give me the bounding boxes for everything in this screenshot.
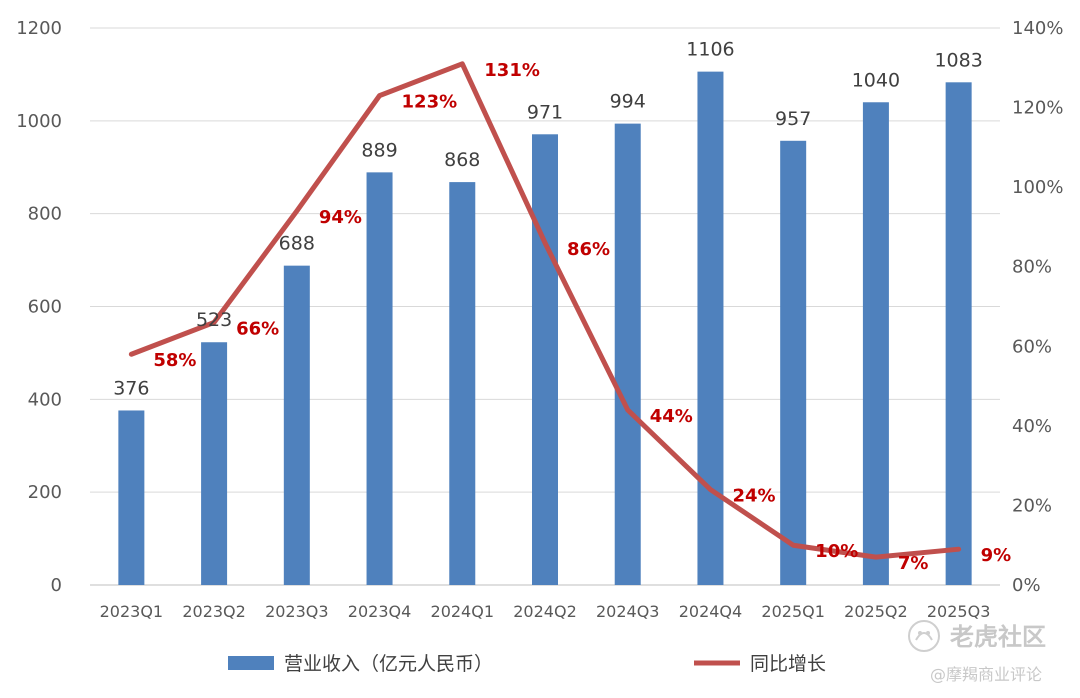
left-axis-tick-label: 200	[28, 482, 62, 503]
revenue-bar-label: 957	[775, 108, 811, 130]
growth-label: 24%	[732, 486, 775, 507]
growth-label: 44%	[650, 406, 693, 427]
revenue-bar-label: 1083	[934, 49, 982, 71]
revenue-bar	[532, 134, 558, 585]
revenue-bar	[201, 342, 228, 585]
category-label: 2025Q3	[927, 602, 991, 621]
left-axis-tick-label: 1200	[16, 18, 62, 39]
revenue-bar	[118, 410, 145, 585]
growth-label: 7%	[898, 553, 929, 574]
category-label: 2023Q4	[348, 602, 412, 621]
revenue-bar	[862, 102, 889, 586]
growth-label: 86%	[567, 239, 610, 260]
legend-line-label: 同比增长	[750, 653, 826, 675]
left-axis-tick-label: 0	[51, 575, 62, 596]
right-axis-tick-label: 140%	[1012, 18, 1063, 39]
revenue-bar-labels: 376 523 688 889 868 971 994 1106 957 1040 1083	[113, 39, 983, 400]
growth-labels: 58% 66% 94% 123% 131% 86% 44% 24% 10% 7% 9%	[153, 60, 1011, 574]
right-axis-tick-label: 120%	[1012, 98, 1063, 119]
category-label: 2024Q2	[513, 602, 577, 621]
revenue-bar-label: 376	[113, 377, 149, 399]
revenue-bar	[366, 172, 393, 585]
category-label: 2023Q2	[182, 602, 246, 621]
right-axis-tick-label: 0%	[1012, 575, 1041, 596]
revenue-bar	[283, 265, 310, 585]
right-axis-tick-label: 40%	[1012, 416, 1052, 437]
watermark-brand: 老虎社区	[950, 623, 1046, 651]
growth-line	[128, 61, 962, 560]
revenue-bar	[780, 140, 807, 586]
left-axis-ticks: 0 200 400 600 800 1000 1200	[16, 18, 62, 596]
legend: 营业收入（亿元人民币） 同比增长	[228, 653, 826, 675]
revenue-bar	[449, 182, 476, 585]
growth-line-path	[128, 61, 962, 560]
revenue-bar	[697, 71, 724, 586]
revenue-bar	[614, 123, 641, 585]
category-label: 2023Q3	[265, 602, 329, 621]
category-label: 2025Q1	[761, 602, 825, 621]
right-axis-ticks: 0% 20% 40% 60% 80% 100% 120% 140%	[1012, 18, 1063, 596]
growth-label: 9%	[981, 545, 1012, 566]
right-axis-tick-label: 60%	[1012, 336, 1052, 357]
right-axis-tick-label: 100%	[1012, 177, 1063, 198]
revenue-bar-label: 971	[527, 101, 563, 123]
revenue-bar-label: 868	[444, 149, 480, 171]
watermark: 老虎社区 @摩羯商业评论	[908, 620, 1046, 684]
legend-bar-label: 营业收入（亿元人民币）	[284, 653, 493, 675]
revenue-bar-label: 523	[196, 309, 232, 331]
right-axis-tick-label: 20%	[1012, 495, 1052, 516]
watermark-sub: @摩羯商业评论	[930, 665, 1042, 684]
revenue-bar-label: 994	[610, 91, 646, 113]
growth-label: 94%	[319, 207, 362, 228]
growth-label: 66%	[236, 318, 279, 339]
category-label: 2025Q2	[844, 602, 908, 621]
tiger-community-logo-icon	[908, 620, 940, 652]
revenue-bar-label: 1106	[686, 39, 734, 61]
category-label: 2023Q1	[100, 602, 164, 621]
category-label: 2024Q3	[596, 602, 660, 621]
revenue-bar-label: 1040	[852, 69, 900, 91]
left-axis-tick-label: 400	[28, 389, 62, 410]
category-label: 2024Q1	[431, 602, 495, 621]
revenue-bar-label: 688	[279, 233, 315, 255]
left-axis-tick-label: 800	[28, 204, 62, 225]
growth-label: 123%	[402, 92, 458, 113]
revenue-bar	[945, 82, 972, 586]
left-axis-tick-label: 1000	[16, 111, 62, 132]
revenue-bar-label: 889	[361, 139, 397, 161]
right-axis-tick-label: 80%	[1012, 257, 1052, 278]
growth-label: 58%	[153, 350, 196, 371]
left-axis-tick-label: 600	[28, 297, 62, 318]
category-label: 2024Q4	[679, 602, 743, 621]
revenue-bars	[118, 71, 972, 586]
growth-label: 10%	[815, 541, 858, 562]
legend-bar-swatch	[228, 656, 274, 670]
growth-label: 131%	[484, 60, 540, 81]
category-labels: 2023Q1 2023Q2 2023Q3 2023Q4 2024Q1 2024Q2 2024…	[100, 602, 991, 621]
